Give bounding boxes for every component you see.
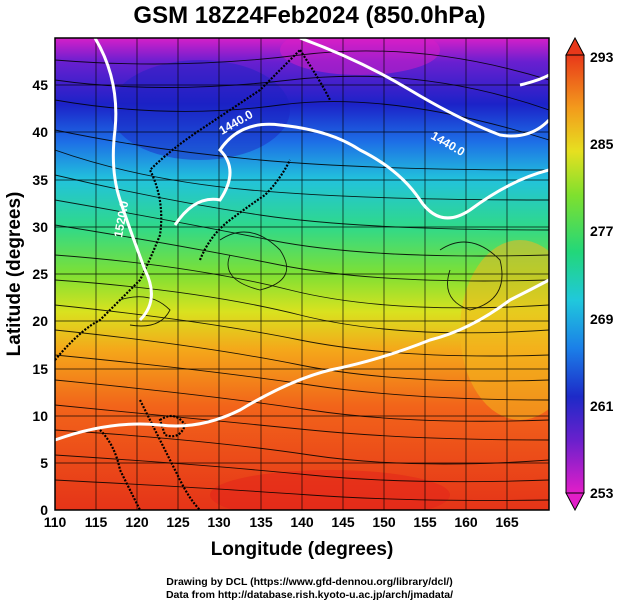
credits-line-2: Data from http://database.rish.kyoto-u.a…: [165, 589, 454, 601]
grid-lines: [55, 38, 549, 510]
y-axis: 0 5 10 15 20 25 30 35 40 45: [32, 77, 48, 518]
colorbar-label: 277: [590, 223, 614, 239]
colorbar-label: 285: [590, 136, 614, 152]
x-tick-label: 155: [413, 514, 437, 530]
x-tick-label: 115: [85, 514, 108, 530]
colorbar-label: 261: [590, 398, 614, 414]
y-tick-label: 15: [32, 361, 48, 377]
warm-core-south: [210, 470, 450, 510]
y-tick-label: 40: [32, 124, 48, 140]
x-tick-label: 120: [125, 514, 149, 530]
x-tick-label: 165: [495, 514, 519, 530]
y-tick-label: 30: [32, 219, 48, 235]
x-tick-label: 130: [207, 514, 231, 530]
y-tick-label: 0: [40, 502, 48, 518]
colorbar-label: 293: [590, 49, 614, 65]
y-tick-label: 45: [32, 77, 48, 93]
x-tick-label: 140: [290, 514, 314, 530]
credits-line-1: Drawing by DCL (https://www.gfd-dennou.o…: [166, 576, 453, 588]
x-axis: 110 115 120 125 130 135 140 145 150 155 …: [44, 514, 519, 530]
y-tick-label: 35: [32, 172, 48, 188]
y-axis-title: Latitude (degrees): [4, 192, 25, 357]
x-tick-label: 125: [166, 514, 190, 530]
colorbar-label: 269: [590, 311, 614, 327]
credits: Drawing by DCL (https://www.gfd-dennou.o…: [0, 576, 619, 602]
y-tick-label: 5: [40, 455, 48, 471]
x-tick-label: 160: [454, 514, 478, 530]
colorbar: 293 285 277 269 261 253: [565, 36, 614, 512]
y-tick-label: 25: [32, 266, 48, 282]
y-tick-label: 20: [32, 313, 48, 329]
colorbar-top-arrow: [565, 36, 585, 56]
height-contours: [55, 38, 549, 442]
x-tick-label: 135: [249, 514, 273, 530]
x-tick-label: 110: [44, 514, 67, 530]
plot-frame: [54, 37, 550, 511]
magenta-pocket: [280, 38, 440, 75]
colorbar-body: [565, 54, 585, 494]
y-tick-label: 10: [32, 408, 48, 424]
contour-label-3: 1520.0: [111, 200, 131, 239]
x-tick-label: 150: [372, 514, 396, 530]
colorbar-label: 253: [590, 485, 614, 501]
x-axis-title: Longitude (degrees): [211, 539, 394, 560]
warm-tongue-east: [460, 240, 549, 420]
chart-title: GSM 18Z24Feb2024 (850.0hPa): [133, 2, 486, 29]
x-tick-label: 145: [331, 514, 355, 530]
coastlines: [55, 49, 331, 510]
colorbar-bottom-arrow: [565, 492, 585, 512]
